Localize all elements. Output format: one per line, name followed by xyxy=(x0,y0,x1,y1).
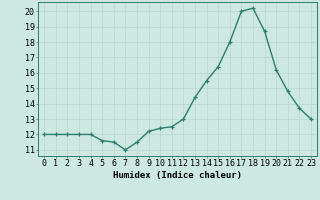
X-axis label: Humidex (Indice chaleur): Humidex (Indice chaleur) xyxy=(113,171,242,180)
